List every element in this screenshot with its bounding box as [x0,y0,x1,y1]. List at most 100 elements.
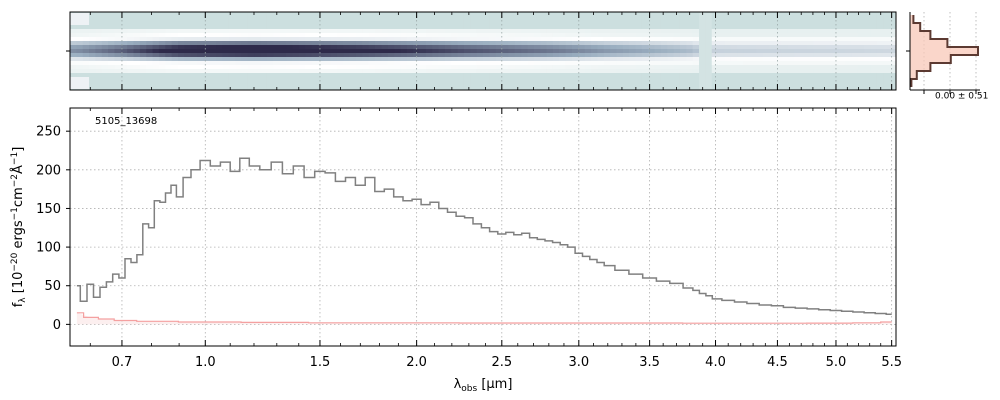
heatmap-cell [222,21,230,25]
heatmap-cell [552,73,560,77]
heatmap-cell [845,17,853,21]
heatmap-cell [870,53,878,57]
heatmap-cell [540,49,548,53]
heatmap-cell [89,57,96,61]
heatmap-cell [158,29,166,33]
heatmap-cell [438,49,446,53]
heatmap-cell [679,81,687,85]
heatmap-cell [222,85,230,89]
heatmap-cell [889,33,896,37]
heatmap-cell [298,73,306,77]
heatmap-cell [317,29,325,33]
heatmap-cell [591,69,598,73]
heatmap-cell [635,13,643,17]
heatmap-cell [699,29,706,33]
heatmap-cell [279,45,287,49]
heatmap-cell [108,45,115,49]
heatmap-cell [444,41,452,45]
heatmap-cell [876,29,884,33]
heatmap-cell [235,77,243,81]
heatmap-cell [775,65,783,69]
heatmap-cell [324,69,331,73]
heatmap-cell [374,69,382,73]
heatmap-cell [559,37,567,41]
heatmap-cell [832,29,840,33]
heatmap-cell [559,17,567,21]
heatmap-cell [317,21,325,25]
heatmap-cell [578,69,586,73]
heatmap-cell [362,53,370,57]
heatmap-cell [591,57,598,61]
heatmap-cell [489,49,497,53]
heatmap-cell [286,49,293,53]
heatmap-cell [463,33,471,37]
heatmap-cell [483,45,490,49]
heatmap-cell [489,33,497,37]
heatmap-cell [254,37,262,41]
heatmap-cell [247,41,255,45]
heatmap-cell [311,37,319,41]
heatmap-cell [133,17,141,21]
heatmap-cell [89,33,96,37]
heatmap-cell [883,53,891,57]
heatmap-cell [565,21,573,25]
heatmap-cell [800,37,808,41]
profile-fill [910,15,978,87]
heatmap-cell [349,61,357,65]
heatmap-cell [756,81,764,85]
heatmap-cell [324,73,331,77]
heatmap-cell [425,61,433,65]
heatmap-cell [216,29,223,33]
heatmap-cell [222,33,230,37]
heatmap-cell [235,57,243,61]
heatmap-cell [660,81,668,85]
heatmap-cell [406,17,414,21]
heatmap-cell [546,49,554,53]
heatmap-cell [699,25,706,29]
heatmap-cell [883,61,891,65]
heatmap-cell [146,33,154,37]
heatmap-cell [197,33,204,37]
heatmap-cell [209,53,217,57]
heatmap-cell [718,81,725,85]
heatmap-cell [292,17,300,21]
heatmap-cell [165,85,173,89]
x-axis-label-unit: [μm] [477,377,512,392]
heatmap-cell [108,65,115,69]
heatmap-cell [114,49,122,53]
heatmap-cell [787,45,795,49]
heatmap-cell [521,45,528,49]
heatmap-cell [819,69,827,73]
heatmap-cell [597,45,605,49]
heatmap-cell [438,65,446,69]
heatmap-cell [654,17,662,21]
heatmap-cell [254,29,262,33]
heatmap-cell [889,49,896,53]
heatmap-cell [578,41,586,45]
heatmap-cell [495,53,503,57]
heatmap-cell [495,17,503,21]
heatmap-cell [864,17,872,21]
heatmap-cell [616,45,624,49]
heatmap-cell [718,49,725,53]
heatmap-cell [578,53,586,57]
heatmap-cell [546,29,554,33]
heatmap-cell [336,41,344,45]
heatmap-cell [737,61,744,65]
heatmap-cell [470,45,478,49]
heatmap-cell [235,29,243,33]
heatmap-cell [775,13,783,17]
heatmap-cell [101,53,109,57]
heatmap-cell [495,49,503,53]
heatmap-cell [616,57,624,61]
heatmap-cell [146,61,154,65]
heatmap-cell [203,33,211,37]
heatmap-cell [546,13,554,17]
heatmap-cell [832,77,840,81]
heatmap-cell [705,41,713,45]
heatmap-cell [870,17,878,21]
heatmap-cell [419,53,427,57]
heatmap-cell [737,69,744,73]
heatmap-cell [400,53,408,57]
heatmap-cell [762,85,770,89]
